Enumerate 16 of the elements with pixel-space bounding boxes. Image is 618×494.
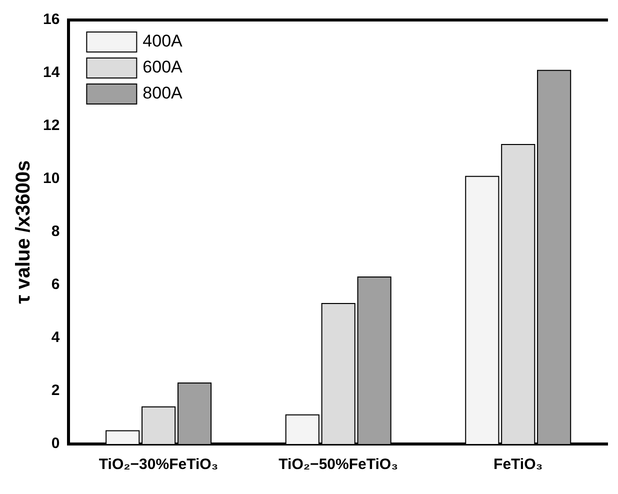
y-tick-label: 2	[51, 382, 60, 400]
y-tick-label: 0	[51, 435, 60, 452]
legend-label: 800A	[142, 84, 184, 103]
x-tick-label: TiO₂−50%FeTiO₃	[278, 456, 398, 474]
legend-label: 400A	[142, 32, 184, 51]
y-tick-label: 16	[42, 11, 60, 28]
y-axis-title: τ value /x3600s	[12, 160, 35, 304]
legend-label: 600A	[142, 58, 184, 77]
y-tick-label: 10	[42, 170, 60, 188]
x-tick-label: FeTiO₃	[494, 456, 543, 474]
x-tick-label: TiO₂−30%FeTiO₃	[98, 456, 218, 474]
y-tick-label: 12	[42, 117, 60, 134]
y-tick-label: 4	[51, 329, 60, 346]
y-tick-label: 8	[51, 223, 60, 240]
y-tick-label: 6	[51, 276, 60, 294]
y-tick-label: 14	[42, 64, 60, 82]
